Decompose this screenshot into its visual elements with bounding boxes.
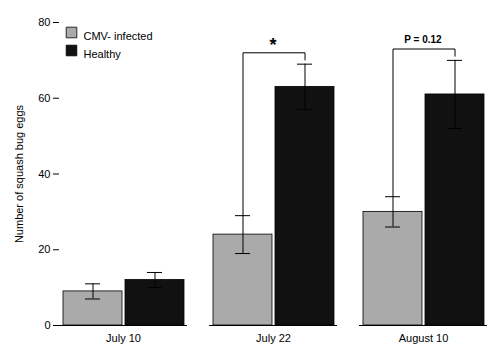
svg-text:Healthy: Healthy (84, 48, 122, 60)
svg-text:July 10: July 10 (106, 332, 141, 344)
svg-text:60: 60 (38, 92, 50, 104)
svg-text:July 22: July 22 (256, 332, 291, 344)
svg-text:80: 80 (38, 16, 50, 28)
svg-text:40: 40 (38, 168, 50, 180)
svg-text:Number of squash bug eggs: Number of squash bug eggs (13, 104, 25, 243)
svg-text:August 10: August 10 (399, 332, 449, 344)
svg-text:20: 20 (38, 243, 50, 255)
svg-text:0: 0 (44, 319, 50, 331)
svg-text:CMV- infected: CMV- infected (84, 30, 153, 42)
svg-text:P = 0.12: P = 0.12 (404, 34, 442, 45)
svg-text:*: * (269, 35, 276, 55)
